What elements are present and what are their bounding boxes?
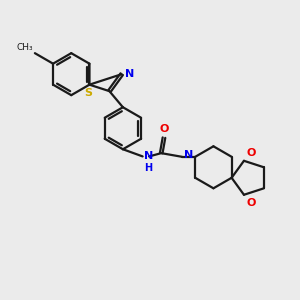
Text: H: H [144,163,152,173]
Text: O: O [247,148,256,158]
Text: O: O [247,198,256,208]
Text: N: N [125,69,134,79]
Text: N: N [184,150,193,160]
Text: CH₃: CH₃ [17,43,33,52]
Text: O: O [159,124,169,134]
Text: N: N [144,151,153,160]
Text: S: S [85,88,93,98]
